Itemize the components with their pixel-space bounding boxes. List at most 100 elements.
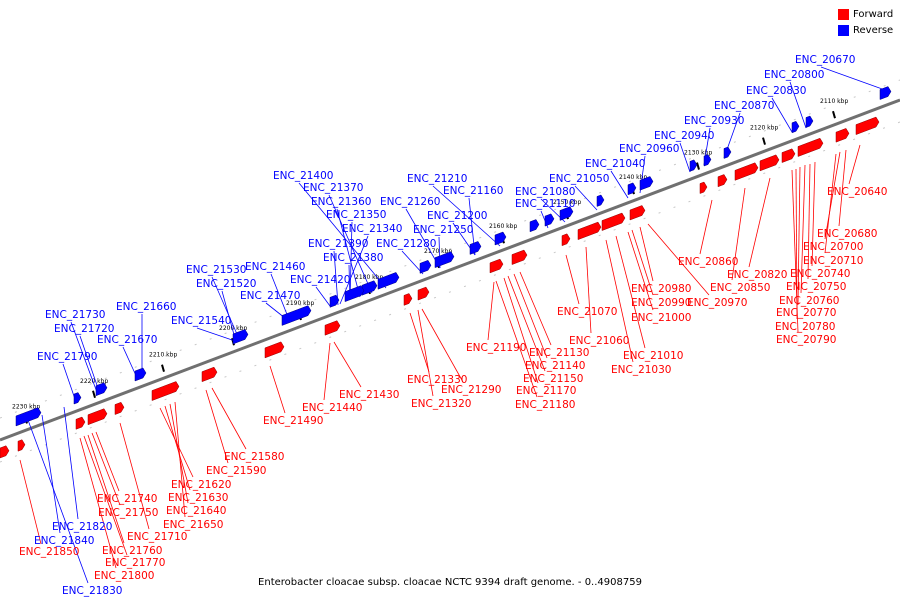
reverse-leader-line [63, 406, 79, 520]
label-layer: ENC_20670 ENC_20800 ENC_20830 ENC_20870 ENC_… [19, 54, 887, 597]
forward-gene [324, 320, 341, 336]
forward-gene-label: ENC_21330 [407, 374, 467, 386]
forward-leader-line [169, 403, 189, 504]
scale-tick-label: 2170 kbp [424, 248, 452, 255]
scale-tick-label: 2120 kbp [750, 125, 778, 132]
forward-gene-label: ENC_20850 [710, 282, 770, 294]
forward-gene-label: ENC_21440 [302, 402, 362, 414]
forward-gene-label: ENC_21000 [631, 312, 691, 324]
forward-gene-label: ENC_21320 [411, 398, 471, 410]
forward-gene [835, 128, 850, 143]
reverse-leader-line [328, 194, 373, 294]
forward-gene [561, 233, 571, 247]
forward-gene-label: ENC_20780 [775, 321, 835, 333]
forward-gene [87, 408, 108, 426]
forward-leader-line [631, 229, 654, 296]
forward-gene [734, 162, 759, 181]
forward-leader-line [79, 437, 117, 569]
reverse-gene-label: ENC_21280 [376, 238, 436, 250]
reverse-gene [689, 159, 698, 172]
reverse-leader-line [333, 250, 339, 306]
scale-tick-label: 2150 kbp [553, 199, 581, 206]
reverse-gene-label: ENC_21660 [116, 301, 176, 313]
forward-leader-line [205, 389, 229, 464]
reverse-leader-line [27, 419, 89, 584]
forward-leader-line [797, 166, 801, 306]
reverse-gene-label: ENC_21790 [37, 351, 97, 363]
reverse-gene-label: ENC_21730 [45, 309, 105, 321]
forward-leader-line [421, 308, 464, 383]
reverse-gene [596, 194, 605, 207]
forward-gene-label: ENC_21180 [515, 399, 575, 411]
gene-layer [0, 86, 892, 459]
forward-leader-line [83, 435, 128, 556]
reverse-gene [791, 120, 800, 134]
forward-leader-line [565, 254, 580, 305]
scale-tick-label: 2110 kbp [820, 98, 848, 105]
reverse-gene [879, 86, 892, 100]
reverse-leader-line [211, 276, 241, 342]
forward-gene-label: ENC_21150 [523, 373, 583, 385]
reverse-gene-label: ENC_21340 [342, 223, 402, 235]
forward-gene-label: ENC_21070 [557, 306, 617, 318]
forward-leader-line [164, 405, 191, 491]
forward-leader-line [748, 177, 771, 268]
reverse-gene-label: ENC_21050 [549, 173, 609, 185]
reverse-gene [95, 382, 108, 397]
forward-gene-label: ENC_21490 [263, 415, 323, 427]
reverse-gene-label: ENC_21350 [326, 209, 386, 221]
forward-gene [797, 137, 824, 157]
forward-gene-label: ENC_21620 [171, 479, 231, 491]
forward-leader-line [211, 387, 247, 450]
reverse-leader-line [70, 321, 99, 396]
forward-leader-line [495, 280, 538, 398]
genome-caption: Enterobacter cloacae subsp. cloacae NCTC… [258, 577, 642, 588]
forward-leader-line [19, 459, 42, 545]
reverse-leader-line [298, 182, 387, 289]
reverse-gene [329, 294, 340, 308]
legend-reverse-swatch [838, 25, 849, 36]
forward-gene-label: ENC_21850 [19, 546, 79, 558]
forward-leader-line [95, 431, 120, 492]
reverse-leader-line [432, 185, 501, 247]
forward-leader-line [848, 144, 861, 185]
forward-gene [114, 401, 125, 415]
forward-gene-label: ENC_21140 [525, 360, 585, 372]
forward-leader-line [605, 239, 634, 363]
reverse-gene [73, 392, 82, 405]
reverse-gene-label: ENC_21460 [245, 261, 305, 273]
forward-gene-label: ENC_20750 [786, 281, 846, 293]
forward-gene-label: ENC_21640 [166, 505, 226, 517]
reverse-gene [544, 213, 555, 227]
reverse-gene [805, 115, 814, 128]
forward-leader-line [791, 169, 799, 333]
reverse-gene-label: ENC_21110 [515, 198, 575, 210]
scale-tick-mark [92, 390, 96, 399]
reverse-gene-label: ENC_21520 [196, 278, 256, 290]
forward-leader-line [824, 151, 841, 240]
forward-gene-label: ENC_20790 [776, 334, 836, 346]
forward-gene-label: ENC_20710 [803, 255, 863, 267]
reverse-gene-label: ENC_21210 [407, 173, 467, 185]
forward-gene [629, 205, 646, 221]
forward-gene [855, 116, 880, 135]
scale-tick-label: 2190 kbp [286, 300, 314, 307]
forward-leader-line [119, 422, 150, 530]
forward-leader-line [91, 432, 121, 506]
reverse-gene-label: ENC_20830 [746, 85, 806, 97]
reverse-gene [281, 305, 312, 326]
forward-gene-label: ENC_21290 [441, 384, 501, 396]
forward-gene-label: ENC_21170 [516, 385, 576, 397]
forward-gene [264, 341, 285, 359]
forward-gene-label: ENC_21590 [206, 465, 266, 477]
reverse-gene [529, 219, 540, 233]
forward-leader-line [585, 246, 592, 334]
forward-leader-line [487, 281, 495, 341]
forward-gene [489, 258, 504, 274]
forward-gene [759, 154, 780, 172]
reverse-gene-label: ENC_21470 [240, 290, 300, 302]
scale-tick-mark [161, 364, 165, 372]
forward-leader-line [699, 199, 713, 255]
forward-gene-label: ENC_21800 [94, 570, 154, 582]
forward-leader-line [87, 434, 125, 544]
